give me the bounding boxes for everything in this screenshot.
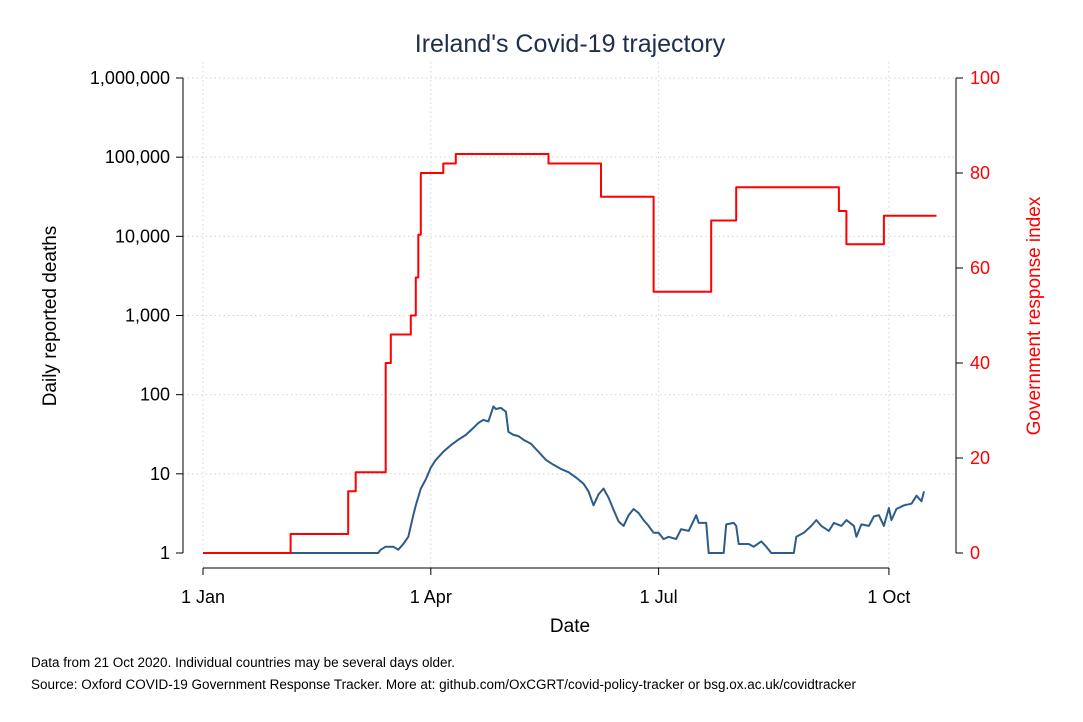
y-left-tick-label: 100 [140,385,170,405]
source-note: Source: Oxford COVID-19 Government Respo… [31,677,857,692]
chart-svg: Ireland's Covid-19 trajectory 1 10 100 1,00… [40,30,1045,637]
y-left-tick-label: 10,000 [115,226,170,246]
data-note: Data from 21 Oct 2020. Individual countr… [31,655,455,670]
x-tick-label: 1 Oct [867,587,910,607]
y-left-tick-label: 1,000,000 [90,68,170,88]
x-tick-label: 1 Jan [181,587,225,607]
y-axis-left-label: Daily reported deaths [40,226,61,407]
axes: 1 10 100 1,000 10,000 100,000 1,000,000 0 20 40 60… [90,68,1000,607]
y-left-tick-label: 10 [150,464,170,484]
chart-title: Ireland's Covid-19 trajectory [415,30,726,58]
y-left-tick-label: 100,000 [105,147,170,167]
y-right-tick-label: 20 [970,448,990,468]
x-tick-label: 1 Jul [640,587,678,607]
x-axis-label: Date [550,616,590,637]
response-index-series-line [203,153,937,554]
y-right-tick-label: 40 [970,353,990,373]
y-right-tick-label: 0 [970,543,980,563]
footnotes: Data from 21 Oct 2020. Individual countr… [31,652,856,696]
x-tick-label: 1 Apr [410,587,452,607]
y-right-tick-label: 100 [970,68,1000,88]
deaths-series-line [203,405,925,554]
y-right-tick-label: 80 [970,163,990,183]
y-left-tick-label: 1,000 [125,306,170,326]
grid-lines [183,62,956,568]
y-axis-right-label: Government response index [1024,196,1045,435]
y-left-tick-label: 1 [160,543,170,563]
series-group [203,153,937,554]
y-right-tick-label: 60 [970,258,990,278]
